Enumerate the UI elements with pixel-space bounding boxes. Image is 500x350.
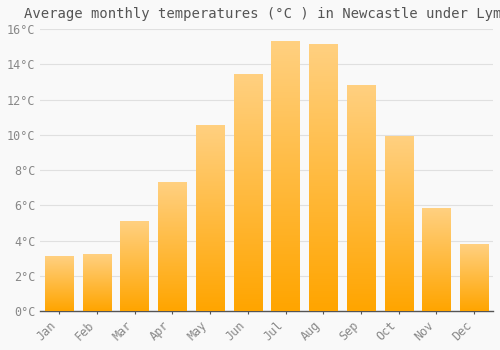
- Title: Average monthly temperatures (°C ) in Newcastle under Lyme: Average monthly temperatures (°C ) in Ne…: [24, 7, 500, 21]
